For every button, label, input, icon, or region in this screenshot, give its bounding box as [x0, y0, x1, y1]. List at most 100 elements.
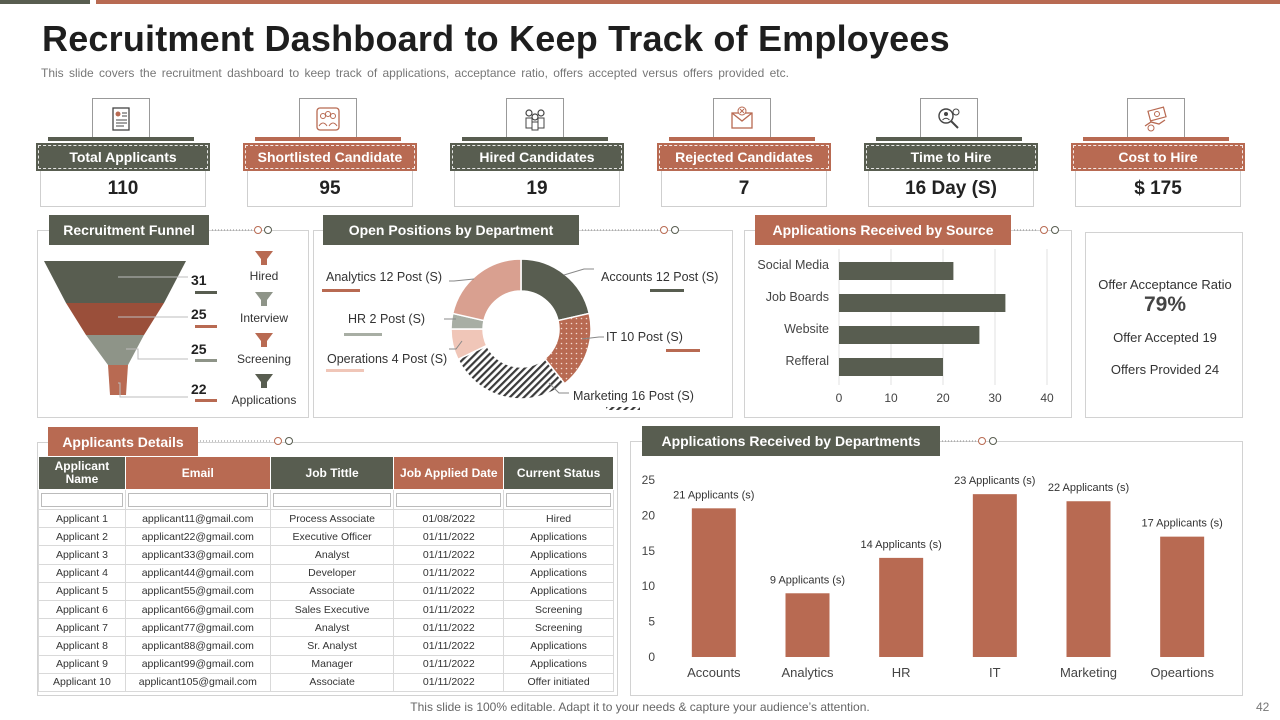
kpi-card-rejected[interactable]: Rejected Candidates 7 — [657, 98, 831, 210]
table-cell: 01/11/2022 — [393, 599, 505, 620]
funnel-stage-label: Applications — [232, 393, 297, 407]
team-group-icon — [506, 98, 564, 138]
dept-data-label: 22 Applicants (s) — [1048, 482, 1129, 494]
kpi-label: Total Applicants — [36, 143, 210, 171]
table-cell: applicant11@gmail.com — [124, 508, 271, 529]
funnel-stage-label: Interview — [240, 311, 288, 325]
column-header-name[interactable]: Applicant Name — [38, 456, 126, 490]
table-cell: applicant66@gmail.com — [124, 599, 271, 620]
table-cell: Applicant 2 — [38, 527, 126, 547]
table-row[interactable]: Applicant 6 applicant66@gmail.com Sales Ex… — [38, 599, 614, 620]
source-bar-social-media — [839, 262, 954, 280]
applications-by-source-title: Applications Received by Source — [755, 215, 1011, 245]
table-cell: applicant77@gmail.com — [124, 618, 271, 638]
donut-label-underline — [326, 369, 364, 372]
filter-cell[interactable] — [269, 489, 395, 510]
donut-label-accounts: Accounts 12 Post (S) — [601, 270, 718, 284]
dept-tick-label: 20 — [642, 508, 656, 522]
table-cell: Analyst — [269, 618, 395, 638]
money-cost-icon — [1127, 98, 1185, 138]
shortlist-people-icon — [299, 98, 357, 138]
kpi-strip — [462, 137, 608, 141]
kpi-value: 110 — [40, 171, 206, 207]
table-row[interactable]: Applicant 10 applicant105@gmail.com Associ… — [38, 672, 614, 692]
filter-cell[interactable] — [124, 489, 271, 510]
column-header-status[interactable]: Current Status — [503, 456, 614, 490]
table-cell: Applications — [503, 654, 614, 674]
table-cell: Applicant 8 — [38, 636, 126, 656]
source-tick-label: 0 — [836, 391, 843, 405]
dept-tick-label: 15 — [642, 544, 656, 558]
applications-by-source-panel: 0 10 20 30 40 Social Media Job Boards Website Re… — [744, 230, 1072, 418]
dept-data-label: 21 Applicants (s) — [673, 489, 754, 501]
kpi-card-hired[interactable]: Hired Candidates 19 — [450, 98, 624, 210]
kpi-strip — [1083, 137, 1229, 141]
kpi-card-total-applicants[interactable]: Total Applicants 110 — [36, 98, 210, 210]
table-cell: Hired — [503, 508, 614, 529]
dept-category-label: HR — [892, 665, 911, 680]
applications-by-department-title: Applications Received by Departments — [642, 426, 940, 456]
column-header-date[interactable]: Job Applied Date — [393, 456, 505, 490]
decorative-dots-icon — [212, 226, 272, 234]
funnel-value-underline — [195, 359, 217, 362]
decorative-dots-icon — [582, 226, 679, 234]
filter-cell[interactable] — [38, 489, 126, 510]
donut-label-marketing: Marketing 16 Post (S) — [573, 389, 694, 403]
table-cell: Applications — [503, 636, 614, 656]
table-row[interactable]: Applicant 5 applicant55@gmail.com Associat… — [38, 581, 614, 601]
table-cell: applicant55@gmail.com — [124, 581, 271, 601]
funnel-leader-line — [126, 348, 188, 360]
kpi-card-time-to-hire[interactable]: Time to Hire 16 Day (S) — [864, 98, 1038, 210]
dept-tick-label: 0 — [648, 650, 655, 664]
top-accent-bar-red — [96, 0, 1280, 4]
table-row[interactable]: Applicant 4 applicant44@gmail.com Develope… — [38, 563, 614, 583]
funnel-stage-label: Hired — [250, 269, 279, 283]
donut-label-underline — [322, 289, 360, 292]
filter-cell[interactable] — [393, 489, 505, 510]
column-header-email[interactable]: Email — [124, 456, 271, 490]
table-row[interactable]: Applicant 1 applicant11@gmail.com Process … — [38, 508, 614, 529]
kpi-label: Cost to Hire — [1071, 143, 1245, 171]
table-cell: 01/11/2022 — [393, 654, 505, 674]
source-bar-refferal — [839, 358, 943, 376]
kpi-value: 19 — [454, 171, 620, 207]
donut-leader-line — [563, 268, 594, 276]
dept-data-label: 23 Applicants (s) — [954, 475, 1035, 487]
table-row[interactable]: Applicant 8 applicant88@gmail.com Sr. Anal… — [38, 636, 614, 656]
table-row[interactable]: Applicant 3 applicant33@gmail.com Analyst 0… — [38, 545, 614, 565]
column-header-job-title[interactable]: Job Tittle — [269, 456, 395, 490]
table-row[interactable]: Applicant 9 applicant99@gmail.com Manager 0… — [38, 654, 614, 674]
dept-category-label: IT — [989, 665, 1001, 680]
kpi-strip — [876, 137, 1022, 141]
search-candidate-icon — [920, 98, 978, 138]
dept-category-label: Analytics — [781, 665, 834, 680]
table-cell: Applicant 10 — [38, 672, 126, 692]
table-cell: applicant88@gmail.com — [124, 636, 271, 656]
table-row[interactable]: Applicant 7 applicant77@gmail.com Analyst 0… — [38, 618, 614, 638]
kpi-strip — [669, 137, 815, 141]
kpi-strip — [255, 137, 401, 141]
kpi-label: Hired Candidates — [450, 143, 624, 171]
table-cell: Applicant 9 — [38, 654, 126, 674]
table-cell: Sales Executive — [269, 599, 395, 620]
table-cell: 01/11/2022 — [393, 527, 505, 547]
donut-label-hr: HR 2 Post (S) — [348, 312, 425, 326]
table-cell: 01/11/2022 — [393, 545, 505, 565]
donut-label-it: IT 10 Post (S) — [606, 330, 683, 344]
source-tick-label: 40 — [1040, 391, 1054, 405]
filter-cell[interactable] — [503, 489, 614, 510]
kpi-value: $ 175 — [1075, 171, 1241, 207]
table-cell: 01/11/2022 — [393, 563, 505, 583]
table-cell: Applicant 4 — [38, 563, 126, 583]
decorative-dots-icon — [200, 437, 293, 445]
kpi-card-cost-to-hire[interactable]: Cost to Hire $ 175 — [1071, 98, 1245, 210]
kpi-card-shortlisted[interactable]: Shortlisted Candidate 95 — [243, 98, 417, 210]
kpi-label: Rejected Candidates — [657, 143, 831, 171]
department-bar-chart: 0 5 10 15 20 25 21 Applicants (s) Accounts 9 App… — [642, 473, 1223, 680]
dept-category-label: Opeartions — [1150, 665, 1214, 680]
table-cell: Associate — [269, 581, 395, 601]
funnel-value-underline — [195, 325, 217, 328]
offer-acceptance-panel: Offer Acceptance Ratio 79% Offer Accepte… — [1085, 232, 1243, 418]
donut-label-underline — [606, 407, 640, 410]
table-row[interactable]: Applicant 2 applicant22@gmail.com Executiv… — [38, 527, 614, 547]
